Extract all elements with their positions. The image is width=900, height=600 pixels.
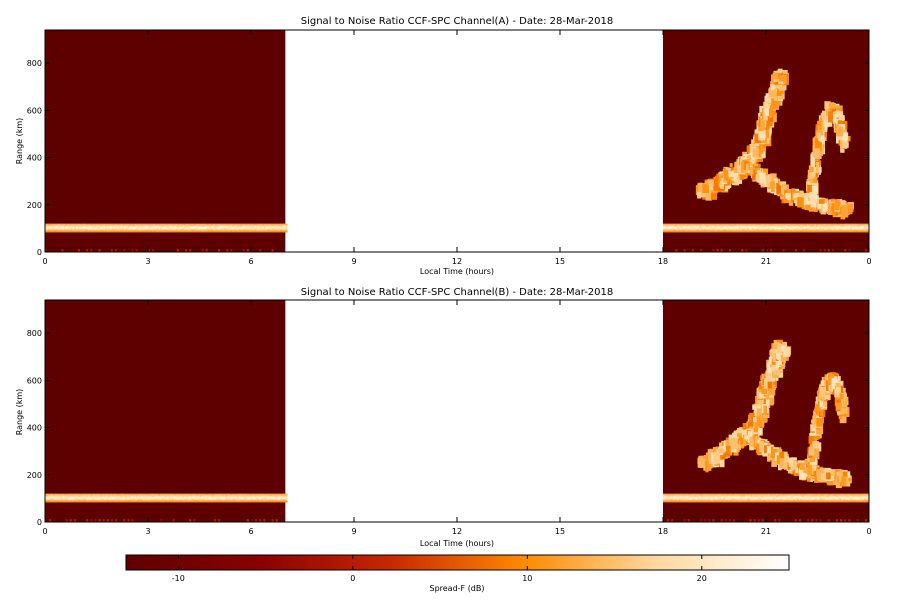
panel-a-y-tick-label: 0 bbox=[37, 248, 42, 257]
panel-a-y-tick-label: 200 bbox=[27, 201, 42, 210]
colorbar-label: Spread-F (dB) bbox=[429, 584, 484, 593]
panel-a-x-tick-label: 9 bbox=[351, 257, 356, 266]
colorbar-tick-label: -10 bbox=[172, 574, 185, 583]
panel-b-x-tick-label: 6 bbox=[248, 527, 253, 536]
panel-b-y-axis-label: Range (km) bbox=[15, 389, 24, 436]
panel-b-x-axis-label: Local Time (hours) bbox=[420, 539, 494, 548]
panel-b-plot-area bbox=[45, 300, 869, 522]
panel-a-title: Signal to Noise Ratio CCF-SPC Channel(A)… bbox=[301, 16, 613, 27]
panel-a-x-tick-label: 0 bbox=[42, 257, 47, 266]
panel-b-title: Signal to Noise Ratio CCF-SPC Channel(B)… bbox=[301, 287, 614, 298]
panel-b-x-tick-label: 0 bbox=[866, 527, 871, 536]
panel-b-x-tick-label: 0 bbox=[42, 527, 47, 536]
panel-a: Signal to Noise Ratio CCF-SPC Channel(A)… bbox=[15, 16, 872, 276]
panel-a-x-tick-label: 3 bbox=[145, 257, 150, 266]
panel-b: Signal to Noise Ratio CCF-SPC Channel(B)… bbox=[15, 287, 872, 548]
colorbar-tick-label: 0 bbox=[350, 574, 355, 583]
panel-a-x-tick-label: 6 bbox=[248, 257, 253, 266]
panel-b-data-morning bbox=[45, 300, 286, 522]
panel-b-x-tick-label: 9 bbox=[351, 527, 356, 536]
panel-a-x-tick-label: 21 bbox=[761, 257, 771, 266]
panel-b-y-tick-label: 800 bbox=[27, 329, 42, 338]
panel-a-x-axis-label: Local Time (hours) bbox=[420, 267, 494, 276]
panel-a-x-tick-label: 18 bbox=[658, 257, 668, 266]
panel-b-x-tick-label: 15 bbox=[555, 527, 565, 536]
panel-a-plot-area bbox=[45, 30, 869, 252]
panel-b-x-tick-label: 12 bbox=[452, 527, 462, 536]
panel-a-x-tick-label: 0 bbox=[866, 257, 871, 266]
panel-a-data-morning bbox=[45, 30, 286, 252]
panel-a-y-tick-label: 600 bbox=[27, 106, 42, 115]
panel-a-x-tick-label: 12 bbox=[452, 257, 462, 266]
panel-a-y-axis-label: Range (km) bbox=[15, 118, 24, 165]
colorbar: -10 0 10 20 Spread-F (dB) bbox=[125, 554, 790, 593]
panel-a-y-tick-label: 400 bbox=[27, 154, 42, 163]
colorbar-tick-label: 10 bbox=[522, 574, 532, 583]
panel-b-x-tick-label: 3 bbox=[145, 527, 150, 536]
panel-b-y-tick-label: 200 bbox=[27, 471, 42, 480]
panel-b-y-tick-label: 0 bbox=[37, 518, 42, 527]
panel-b-x-tick-label: 21 bbox=[761, 527, 771, 536]
panel-a-x-tick-label: 15 bbox=[555, 257, 565, 266]
colorbar-gradient bbox=[125, 554, 790, 571]
panel-b-x-tick-label: 18 bbox=[658, 527, 668, 536]
panel-a-y-tick-label: 800 bbox=[27, 59, 42, 68]
colorbar-ticks: -10 0 10 20 bbox=[172, 555, 707, 583]
panel-b-y-tick-label: 600 bbox=[27, 376, 42, 385]
panel-b-y-tick-label: 400 bbox=[27, 424, 42, 433]
colorbar-tick-label: 20 bbox=[697, 574, 707, 583]
